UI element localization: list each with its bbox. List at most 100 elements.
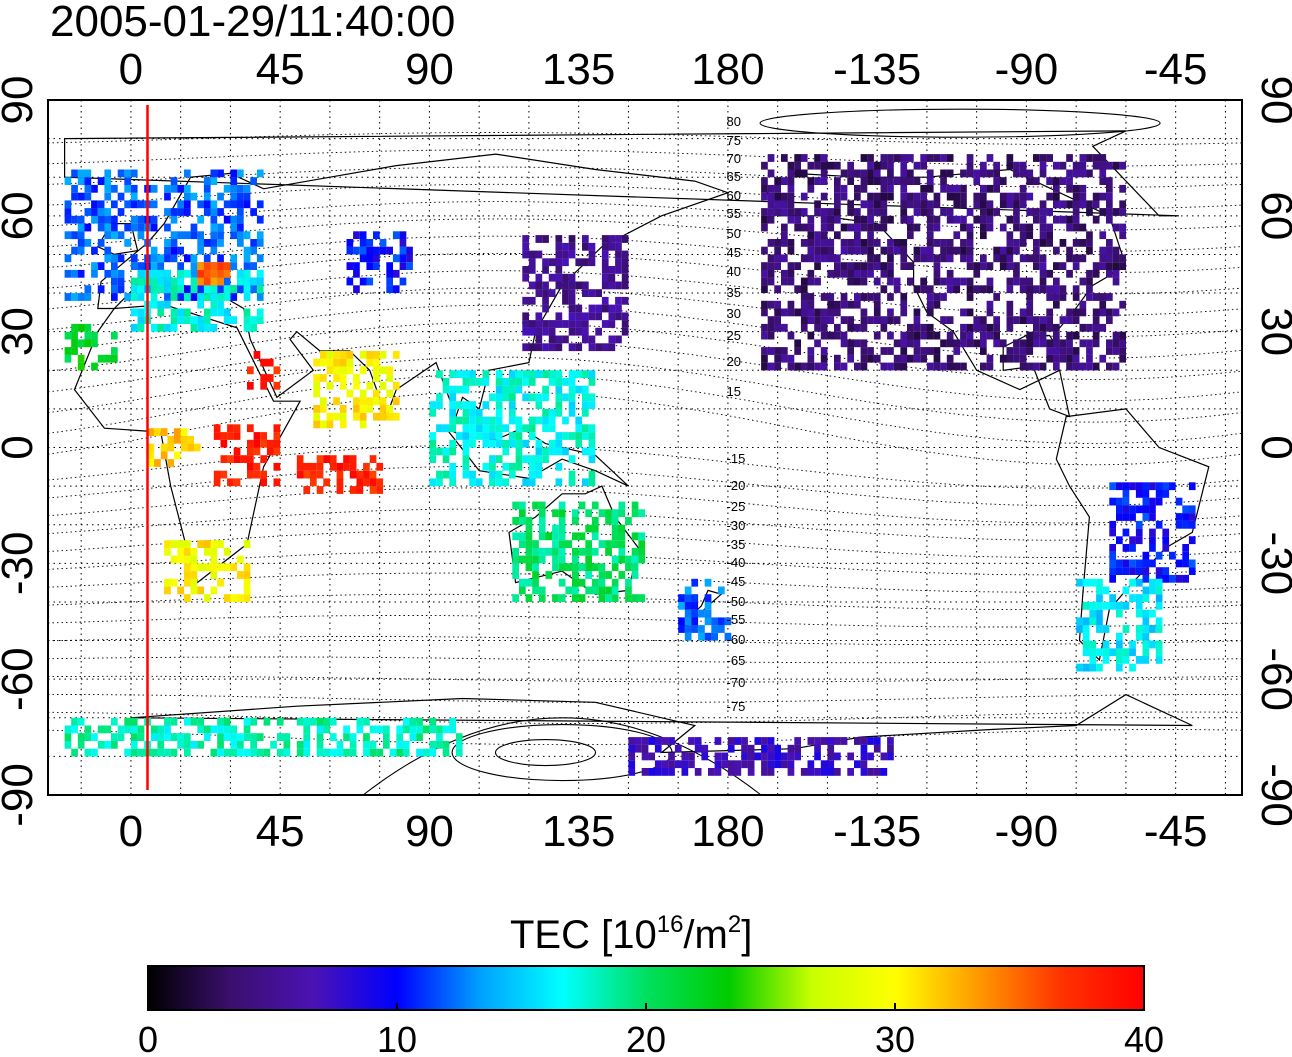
tec-cell — [960, 200, 967, 209]
tec-cell — [230, 285, 238, 294]
tec-cell — [184, 285, 191, 294]
tec-cell — [568, 478, 576, 487]
tec-cell — [787, 161, 795, 170]
tec-cell — [71, 215, 78, 224]
tec-cell — [840, 339, 848, 348]
tec-cell — [973, 339, 981, 348]
tec-cell — [203, 254, 211, 263]
tec-cell — [618, 501, 626, 510]
tec-cell — [893, 177, 901, 185]
tec-cell — [761, 744, 768, 753]
tec-cell — [1006, 154, 1014, 162]
tec-cell — [373, 366, 380, 375]
tec-cell — [781, 752, 788, 761]
tec-cell — [940, 277, 947, 286]
tec-cell — [572, 517, 579, 525]
tec-cell — [568, 235, 576, 243]
tec-cell — [1059, 262, 1067, 270]
tec-cell — [800, 223, 808, 232]
tec-cell — [528, 258, 536, 267]
contour-label: -40 — [727, 555, 746, 570]
tec-cell — [1092, 161, 1100, 170]
tec-cell — [217, 223, 224, 232]
tec-cell — [1066, 308, 1073, 317]
tec-cell — [774, 316, 781, 324]
tec-cell — [1046, 269, 1053, 278]
tec-cell — [489, 393, 496, 402]
tec-cell — [946, 239, 954, 247]
y-tick-label-right: -60 — [1252, 647, 1292, 711]
tec-cell — [820, 254, 828, 263]
tec-cell — [303, 725, 311, 734]
tec-cell — [1175, 520, 1183, 529]
tec-cell — [966, 331, 974, 340]
tec-cell — [1033, 215, 1040, 224]
tec-cell — [562, 416, 569, 425]
tec-cell — [1019, 231, 1027, 240]
tec-cell — [177, 231, 184, 240]
tec-cell — [1106, 362, 1113, 371]
tec-cell — [1106, 254, 1113, 263]
tec-cell — [237, 200, 244, 209]
tec-cell — [761, 362, 768, 371]
tec-cell — [678, 625, 685, 633]
tec-cell — [774, 285, 781, 294]
tec-cell — [787, 239, 795, 247]
tec-cell — [854, 239, 861, 247]
tec-cell — [907, 231, 914, 240]
tec-cell — [582, 385, 589, 394]
tec-cell — [217, 725, 224, 734]
tec-cell — [827, 768, 835, 776]
tec-cell — [150, 285, 158, 294]
tec-cell — [256, 308, 264, 317]
tec-cell — [137, 269, 145, 278]
tec-cell — [137, 231, 145, 240]
tec-cell — [1116, 609, 1123, 618]
tec-cell — [210, 246, 218, 255]
tec-cell — [190, 563, 198, 572]
tec-cell — [223, 547, 231, 556]
tec-cell — [519, 586, 526, 595]
tec-cell — [946, 277, 954, 286]
tec-cell — [1026, 300, 1034, 309]
tec-cell — [243, 563, 251, 572]
tec-cell — [854, 192, 861, 201]
tec-cell — [369, 748, 377, 757]
tec-cell — [515, 447, 523, 456]
tec-cell — [1119, 300, 1126, 309]
tec-cell — [873, 223, 881, 232]
tec-cell — [860, 177, 868, 185]
tec-cell — [1099, 308, 1107, 317]
tec-cell — [177, 308, 184, 317]
tec-cell — [820, 768, 828, 776]
tec-cell — [320, 405, 327, 413]
tec-cell — [326, 381, 334, 390]
tec-cell — [568, 242, 576, 251]
tec-cell — [442, 740, 450, 749]
tec-cell — [197, 269, 204, 278]
tec-cell — [568, 250, 576, 259]
tec-cell — [349, 740, 357, 749]
tec-cell — [528, 250, 536, 259]
tec-cell — [512, 532, 519, 541]
tec-cell — [847, 200, 854, 209]
tec-cell — [336, 748, 344, 757]
tec-cell — [572, 555, 579, 564]
tec-cell — [1149, 586, 1156, 595]
tec-cell — [727, 760, 735, 769]
tec-cell — [482, 424, 490, 433]
tec-cell — [455, 740, 463, 749]
tec-cell — [1013, 316, 1020, 324]
tec-cell — [552, 563, 559, 572]
tec-cell — [558, 509, 566, 518]
tec-cell — [469, 470, 476, 479]
tec-cell — [907, 354, 914, 363]
tec-cell — [210, 285, 218, 294]
tec-cell — [522, 312, 529, 321]
tec-cell — [353, 374, 360, 382]
tec-cell — [535, 235, 543, 243]
tec-cell — [1109, 574, 1116, 583]
tec-cell — [684, 617, 692, 626]
tec-cell — [638, 555, 646, 564]
tec-cell — [999, 192, 1007, 201]
